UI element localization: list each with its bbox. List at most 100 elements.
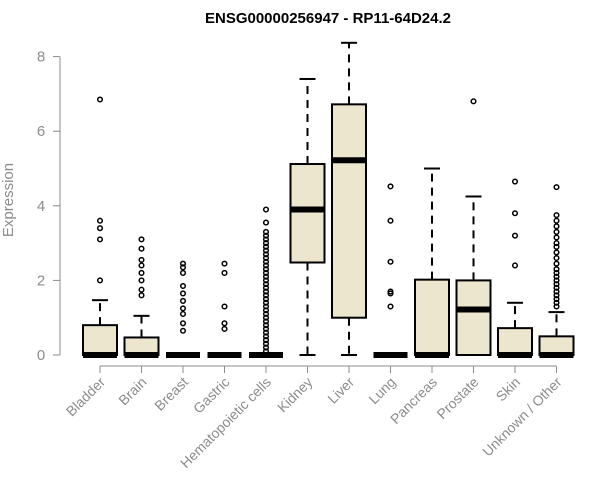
- x-tick-label: Kidney: [274, 374, 316, 416]
- outlier-point: [553, 223, 560, 230]
- outlier-point: [553, 273, 560, 280]
- outlier-point: [553, 299, 560, 306]
- outlier-point: [221, 320, 228, 327]
- outlier-point: [96, 236, 104, 243]
- outlier-point: [179, 260, 187, 267]
- outlier-point: [387, 288, 394, 295]
- outlier-point: [179, 305, 187, 312]
- outlier-point: [262, 251, 270, 258]
- outlier-point: [138, 245, 145, 252]
- outlier-point: [138, 277, 145, 284]
- box-group: [289, 77, 326, 356]
- outlier-point: [262, 281, 270, 288]
- outlier-point: [262, 296, 270, 303]
- outlier-point: [262, 284, 270, 291]
- y-axis: 0 2 4 6 8: [37, 49, 61, 364]
- outlier-point: [262, 236, 270, 243]
- outlier-point: [262, 292, 270, 299]
- outlier-point: [262, 273, 270, 280]
- outlier-point: [262, 329, 270, 336]
- chart-title: ENSG00000256947 - RP11-64D24.2: [205, 10, 451, 27]
- outlier-point: [553, 234, 560, 241]
- outlier-point: [221, 269, 228, 276]
- outlier-point: [221, 260, 228, 267]
- box-group: [123, 236, 160, 358]
- outlier-point: [262, 232, 270, 239]
- outlier-point: [96, 225, 104, 232]
- box-group: [82, 96, 118, 358]
- outlier-point: [553, 296, 560, 303]
- outlier-point: [262, 340, 270, 347]
- box-group: [373, 183, 408, 358]
- box-group: [249, 206, 283, 358]
- y-tick-label: 4: [37, 198, 45, 215]
- outlier-point: [96, 217, 104, 224]
- outlier-point: [553, 249, 560, 256]
- outlier-point: [553, 292, 560, 299]
- outlier-point: [221, 325, 228, 332]
- box-group: [166, 260, 200, 358]
- outlier-point: [138, 269, 145, 276]
- outlier-point: [553, 266, 560, 273]
- box-body: [82, 324, 118, 357]
- outlier-point: [553, 303, 560, 310]
- box-body: [497, 327, 533, 357]
- outlier-point: [262, 240, 270, 247]
- outlier-point: [179, 327, 187, 334]
- outlier-point: [262, 262, 270, 269]
- outlier-point: [553, 281, 560, 288]
- outlier-point: [138, 262, 145, 269]
- box-group: [455, 98, 492, 356]
- x-tick-label: Liver: [324, 374, 357, 407]
- outlier-point: [262, 258, 270, 265]
- box-group: [538, 184, 575, 358]
- box-body: [331, 103, 367, 319]
- y-tick-label: 2: [37, 272, 45, 289]
- outlier-point: [553, 288, 560, 295]
- outlier-point: [138, 286, 145, 293]
- outlier-point: [262, 318, 270, 325]
- outlier-point: [138, 292, 145, 299]
- y-axis-label: Expression: [0, 163, 17, 237]
- outlier-point: [511, 262, 519, 269]
- outlier-point: [262, 307, 270, 314]
- outlier-point: [553, 212, 560, 219]
- outlier-point: [179, 297, 187, 304]
- outlier-point: [511, 178, 519, 185]
- box-body: [455, 279, 492, 356]
- outlier-point: [262, 269, 270, 276]
- outlier-point: [387, 217, 394, 224]
- outlier-point: [553, 269, 560, 276]
- outlier-point: [553, 260, 560, 267]
- box-body: [289, 163, 326, 264]
- y-tick-label: 6: [37, 123, 45, 140]
- outlier-point: [387, 303, 394, 310]
- outlier-point: [262, 314, 270, 321]
- outlier-point: [138, 236, 145, 243]
- outlier-point: [138, 256, 145, 263]
- plot-area: [82, 41, 575, 358]
- y-tick-label: 8: [37, 49, 45, 66]
- outlier-point: [553, 254, 560, 262]
- outlier-point: [262, 337, 270, 344]
- outlier-point: [262, 247, 270, 254]
- outlier-point: [553, 243, 560, 250]
- outlier-point: [262, 288, 270, 295]
- outlier-point: [262, 277, 270, 284]
- box-body: [414, 278, 450, 356]
- outlier-point: [511, 232, 519, 239]
- x-tick-label: Bladder: [63, 374, 109, 420]
- outlier-point: [96, 277, 104, 284]
- x-tick-label: Lung: [365, 374, 398, 407]
- outlier-point: [262, 325, 270, 332]
- x-tick-label: Skin: [493, 374, 524, 405]
- outlier-point: [262, 219, 270, 226]
- outlier-point: [553, 240, 560, 247]
- outlier-point: [262, 333, 270, 340]
- outlier-point: [179, 320, 187, 327]
- y-tick-label: 0: [37, 347, 45, 364]
- outlier-point: [553, 217, 560, 224]
- x-tick-label: Breast: [151, 374, 191, 414]
